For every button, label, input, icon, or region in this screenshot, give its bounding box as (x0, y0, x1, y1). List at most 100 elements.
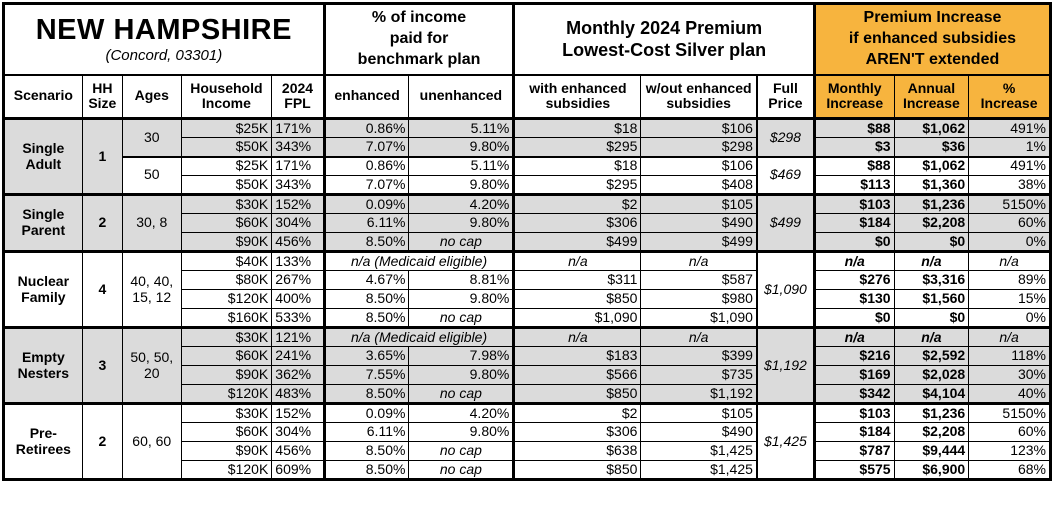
income-cell: $25K (180, 117, 273, 138)
wout-subsidies-cell: $1,425 (640, 460, 758, 480)
wout-subsidies-cell: $1,090 (640, 308, 758, 328)
table-row: Single Adult 1 30 $25K 171% 0.86% 5.11% $18 $106… (3, 117, 1051, 195)
unenhanced-pct-cell: 9.80% (408, 365, 515, 385)
col-2024-fpl: 2024 FPL (271, 74, 325, 120)
income-cell: $120K (180, 460, 273, 480)
income-cell: $30K (180, 193, 273, 214)
income-cell: $50K (180, 137, 273, 157)
hh-size-cell: 3 (81, 326, 124, 404)
monthly-increase-cell: $787 (812, 441, 895, 461)
pct-increase-cell: 60% (968, 213, 1051, 233)
wout-subsidies-cell: $1,192 (640, 384, 758, 404)
scenario-cell: Empty Nesters (3, 326, 83, 404)
header-premium-group: Monthly 2024 Premium Lowest-Cost Silver … (512, 3, 815, 76)
monthly-increase-cell: $113 (812, 175, 895, 195)
col-full-price: Full Price (755, 74, 815, 120)
full-price-cell: $1,090 (755, 250, 815, 328)
fpl-cell: 400% (271, 289, 325, 309)
income-cell: $90K (180, 441, 273, 461)
with-subsidies-cell: $638 (512, 441, 642, 461)
with-subsidies-cell: $850 (512, 289, 642, 309)
header-group-row: NEW HAMPSHIRE (Concord, 03301) % of inco… (3, 3, 1052, 76)
with-subsidies-cell: $18 (512, 117, 642, 138)
enhanced-pct-cell: 8.50% (322, 308, 410, 328)
fpl-cell: 456% (271, 441, 325, 461)
monthly-increase-cell: $88 (812, 155, 895, 176)
ages-cell: 30 (122, 117, 182, 157)
monthly-increase-cell: $276 (812, 270, 895, 290)
wout-subsidies-cell: $298 (640, 137, 758, 157)
enhanced-pct-cell: 8.50% (322, 384, 410, 404)
monthly-increase-cell: $184 (812, 213, 895, 233)
fpl-cell: 241% (271, 346, 325, 366)
unenhanced-pct-cell: 7.98% (408, 346, 515, 366)
monthly-increase-cell: $575 (812, 460, 895, 480)
with-subsidies-cell: $306 (512, 213, 642, 233)
with-subsidies-cell: $850 (512, 460, 642, 480)
wout-subsidies-cell: $499 (640, 232, 758, 252)
unenhanced-pct-cell: no cap (408, 232, 515, 252)
wout-subsidies-cell: $408 (640, 175, 758, 195)
income-cell: $30K (180, 326, 273, 347)
location-subtitle: (Concord, 03301) (105, 47, 223, 65)
pct-increase-cell: 491% (968, 155, 1051, 176)
with-subsidies-cell: $1,090 (512, 308, 642, 328)
annual-increase-cell: $1,062 (893, 155, 970, 176)
monthly-increase-cell: $130 (812, 289, 895, 309)
hh-size-cell: 2 (81, 402, 124, 480)
income-cell: $25K (180, 155, 273, 176)
pct-increase-cell: 123% (968, 441, 1051, 461)
annual-increase-cell: $2,028 (893, 365, 970, 385)
wout-subsidies-cell: $105 (640, 193, 758, 214)
hh-size-cell: 1 (81, 117, 124, 195)
col-pct-increase: % Increase (968, 74, 1051, 120)
income-cell: $60K (180, 422, 273, 442)
annual-increase-cell: $6,900 (893, 460, 970, 480)
fpl-cell: 152% (271, 193, 325, 214)
fpl-cell: 533% (271, 308, 325, 328)
col-enhanced: enhanced (322, 74, 410, 120)
col-ages: Ages (122, 74, 182, 120)
unenhanced-pct-cell: no cap (408, 441, 515, 461)
enhanced-pct-cell: 4.67% (322, 270, 410, 290)
annual-increase-cell: $1,236 (893, 402, 970, 423)
full-price-cell: $469 (755, 155, 815, 195)
annual-increase-cell: $0 (893, 232, 970, 252)
table-row: $120K 609% 8.50% no cap $850 $1,425 $575 $6,900… (4, 460, 1051, 480)
table-row: $90K 362% 7.55% 9.80% $566 $735 $169 $2,028 30% (4, 365, 1051, 385)
pct-increase-cell: 5150% (968, 193, 1051, 214)
fpl-cell: 171% (271, 155, 325, 176)
income-cell: $120K (180, 289, 273, 309)
fpl-cell: 171% (271, 117, 325, 138)
wout-subsidies-cell: $587 (640, 270, 758, 290)
pct-increase-cell: 0% (968, 308, 1051, 328)
pct-increase-cell: 38% (968, 175, 1051, 195)
pct-increase-cell: 68% (968, 460, 1051, 480)
wout-subsidies-cell: $490 (640, 213, 758, 233)
table-row: $120K 400% 8.50% 9.80% $850 $980 $130 $1,560 15% (4, 289, 1051, 309)
wout-subsidies-cell: $106 (640, 155, 758, 176)
enhanced-pct-cell: 0.86% (322, 155, 410, 176)
column-header-row: Scenario HH Size Ages Household Income 2… (3, 74, 1051, 120)
ages-cell: 50, 50, 20 (122, 326, 182, 404)
header-income-pct-group: % of income paid for benchmark plan (322, 3, 515, 76)
fpl-cell: 267% (271, 270, 325, 290)
pct-increase-cell: 15% (968, 289, 1051, 309)
wout-subsidies-cell: $1,425 (640, 441, 758, 461)
table-row: $120K 483% 8.50% no cap $850 $1,192 $342 $4,104… (4, 384, 1051, 404)
monthly-increase-cell: n/a (812, 250, 895, 271)
table-row: $60K 241% 3.65% 7.98% $183 $399 $216 $2,592 118% (4, 346, 1051, 366)
monthly-increase-cell: n/a (812, 326, 895, 347)
premium-comparison-table: NEW HAMPSHIRE (Concord, 03301) % of inco… (2, 2, 1052, 481)
table-row: Pre-Retirees 2 60, 60 $30K 152% 0.09% 4.20% $2 $… (3, 402, 1051, 480)
annual-increase-cell: $1,560 (893, 289, 970, 309)
enhanced-pct-cell: 3.65% (322, 346, 410, 366)
pct-increase-cell: 60% (968, 422, 1051, 442)
annual-increase-cell: $9,444 (893, 441, 970, 461)
pct-increase-cell: 40% (968, 384, 1051, 404)
table-row: $50K 343% 7.07% 9.80% $295 $298 $3 $36 1% (4, 137, 1051, 157)
annual-increase-cell: $2,592 (893, 346, 970, 366)
annual-increase-cell: $1,360 (893, 175, 970, 195)
pct-increase-cell: 118% (968, 346, 1051, 366)
